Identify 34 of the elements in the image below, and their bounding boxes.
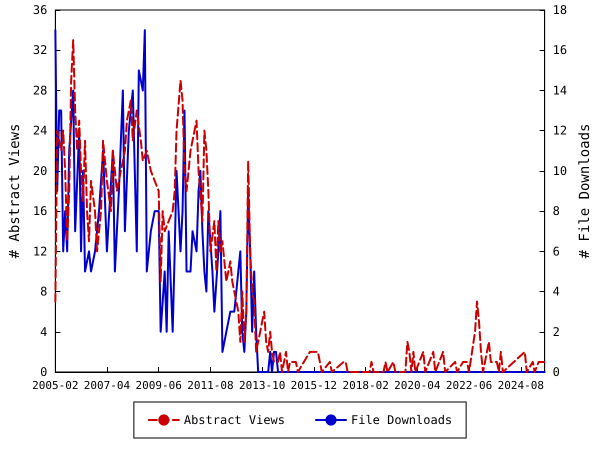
y-tick-label: 36 (32, 3, 48, 17)
y-tick-label: 24 (32, 124, 48, 138)
y2-tick-label: 6 (552, 244, 560, 258)
y-axis-title: # Abstract Views (7, 124, 23, 258)
y-tick-label: 4 (40, 324, 48, 339)
x-tick-label: 2022-06 (446, 379, 492, 392)
y2-tick-label: 8 (552, 204, 560, 218)
x-tick-label: 2009-06 (136, 379, 182, 392)
y-tick-label: 28 (32, 83, 48, 98)
y2-axis-title: # File Downloads (577, 124, 593, 258)
x-tick-label: 2005-02 (32, 379, 79, 392)
legend-label: Abstract Views (184, 413, 286, 427)
x-tick-label: 2020-04 (394, 379, 441, 392)
y2-tick-label: 4 (552, 284, 560, 299)
x-tick-label: 2015-12 (290, 379, 338, 392)
x-tick-label: 2024-08 (498, 379, 544, 392)
x-tick-label: 2018-02 (342, 379, 389, 392)
y-tick-label: 16 (32, 204, 48, 218)
y2-tick-label: 10 (552, 164, 568, 178)
x-tick-label: 2011-08 (187, 379, 234, 392)
y-tick-label: 12 (32, 244, 48, 258)
y-tick-label: 0 (40, 365, 48, 379)
y2-tick-label: 0 (552, 365, 560, 379)
y-tick-label: 8 (40, 284, 48, 299)
x-tick-label: 2007-04 (84, 379, 130, 392)
y2-tick-label: 16 (552, 43, 568, 58)
y2-tick-label: 18 (552, 3, 568, 17)
x-tick-label: 2013-10 (238, 379, 286, 392)
y2-tick-label: 12 (552, 124, 568, 138)
legend-label: File Downloads (351, 413, 452, 427)
y2-tick-label: 14 (552, 83, 568, 98)
y-tick-label: 32 (32, 43, 48, 58)
y2-tick-label: 2 (552, 324, 560, 339)
y-tick-label: 20 (32, 164, 48, 178)
